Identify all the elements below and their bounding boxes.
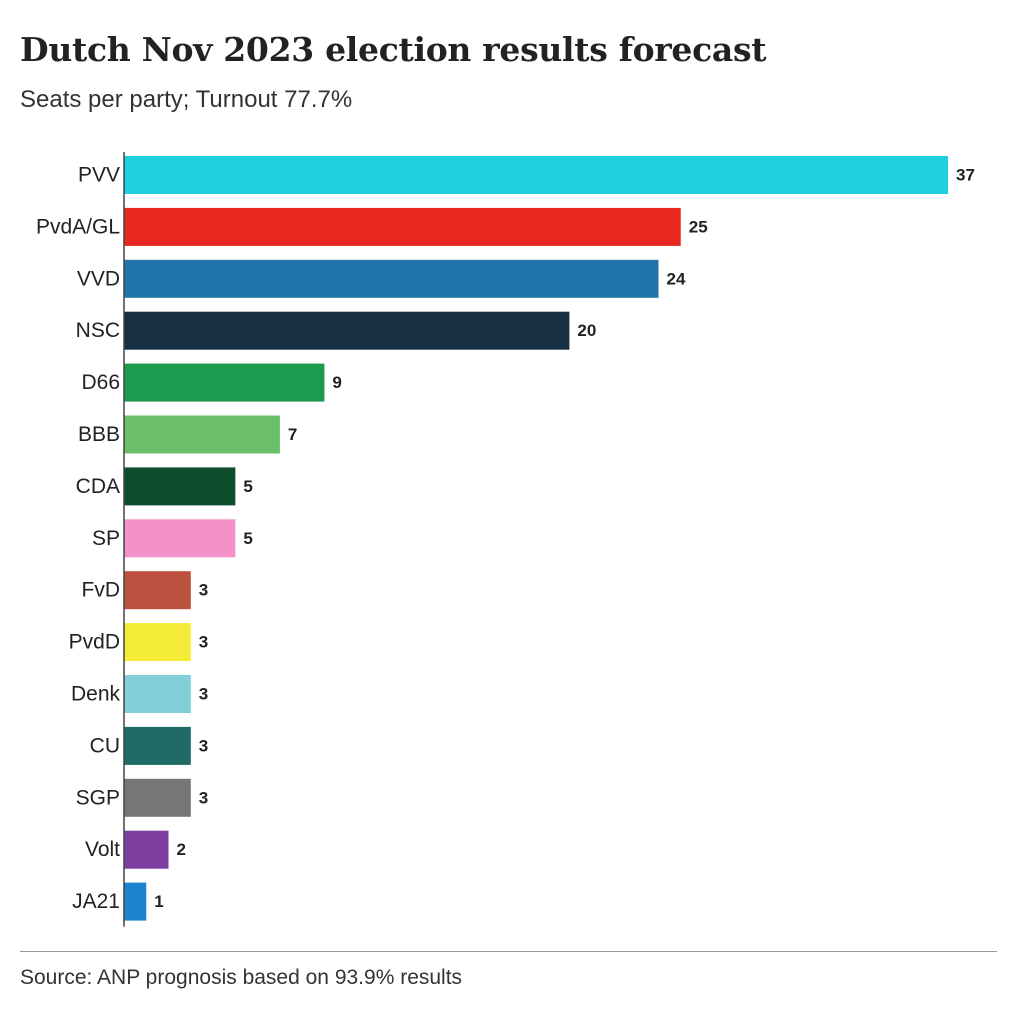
category-label-nsc: NSC — [76, 319, 120, 342]
value-label-sgp: 3 — [199, 788, 208, 807]
labels-layer: PVV 37 PvdA/GL 25 VVD 24 NSC 20 D66 9 BBB 7 CDA 5 SP 5 F… — [36, 164, 975, 914]
bar-volt — [124, 830, 169, 869]
bar-pvda-gl — [124, 207, 681, 246]
bar-pvdd — [124, 623, 191, 662]
value-label-vvd: 24 — [666, 269, 685, 288]
bar-bbb — [124, 415, 280, 454]
value-label-pvda-gl: 25 — [689, 217, 708, 236]
bars-layer — [124, 156, 948, 921]
bar-sgp — [124, 778, 191, 817]
bar-sp — [124, 519, 236, 558]
value-label-denk: 3 — [199, 685, 208, 704]
bar-cda — [124, 467, 236, 506]
value-label-cda: 5 — [243, 477, 252, 496]
bar-denk — [124, 675, 191, 713]
category-label-sgp: SGP — [76, 786, 120, 809]
category-label-ja21: JA21 — [72, 890, 120, 913]
value-label-sp: 5 — [243, 529, 252, 548]
category-label-cu: CU — [90, 734, 120, 757]
bar-nsc — [124, 311, 570, 350]
category-label-denk: Denk — [71, 683, 121, 706]
source-note: Source: ANP prognosis based on 93.9% res… — [20, 966, 463, 989]
category-label-cda: CDA — [76, 475, 120, 498]
category-label-sp: SP — [92, 527, 120, 550]
bar-fvd — [124, 571, 191, 610]
category-label-d66: D66 — [81, 371, 120, 394]
value-label-pvdd: 3 — [199, 633, 208, 652]
bar-cu — [124, 726, 191, 765]
category-label-bbb: BBB — [78, 423, 120, 446]
value-label-bbb: 7 — [288, 425, 297, 444]
value-label-volt: 2 — [177, 840, 186, 859]
bar-d66 — [124, 363, 325, 402]
footer-divider — [20, 951, 997, 952]
value-label-d66: 9 — [332, 373, 341, 392]
chart-title: Dutch Nov 2023 election results forecast — [20, 30, 767, 69]
bar-chart: PVV 37 PvdA/GL 25 VVD 24 NSC 20 D66 9 BBB 7 CDA 5 SP 5 F… — [36, 152, 975, 927]
bar-pvv — [124, 156, 948, 194]
chart-subtitle: Seats per party; Turnout 77.7% — [20, 86, 353, 113]
category-label-pvv: PVV — [78, 164, 120, 187]
value-label-nsc: 20 — [577, 321, 596, 340]
category-label-fvd: FvD — [82, 579, 121, 602]
value-label-fvd: 3 — [199, 581, 208, 600]
bar-ja21 — [124, 882, 147, 921]
value-label-cu: 3 — [199, 736, 208, 755]
category-label-pvdd: PvdD — [69, 631, 120, 654]
value-label-ja21: 1 — [154, 892, 163, 911]
category-label-pvda-gl: PvdA/GL — [36, 215, 120, 238]
bar-vvd — [124, 259, 659, 298]
value-label-pvv: 37 — [956, 166, 975, 185]
category-label-vvd: VVD — [77, 267, 120, 290]
category-label-volt: Volt — [85, 838, 120, 861]
